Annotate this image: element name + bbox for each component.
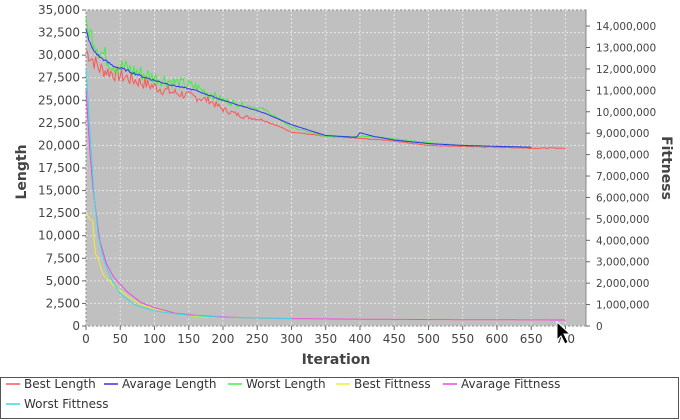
y2-tick-label: 12,000,000 — [596, 64, 656, 76]
legend-label: Avarage Length — [122, 377, 216, 391]
y-tick-label: 10,000 — [38, 229, 80, 243]
y-axis-title: Length — [14, 144, 30, 199]
x-tick-label: 550 — [451, 332, 474, 346]
x-tick-label: 250 — [246, 332, 269, 346]
y2-tick-label: 6,000,000 — [596, 192, 649, 204]
y-tick-label: 27,500 — [38, 71, 80, 85]
y-tick-label: 15,000 — [38, 184, 80, 198]
y2-tick-label: 13,000,000 — [596, 42, 656, 54]
y2-tick-label: 5,000,000 — [596, 214, 649, 226]
series-line-1 — [85, 29, 532, 148]
legend-label: Best Fittness — [354, 377, 431, 391]
x-tick-label: 350 — [314, 332, 337, 346]
y-tick-label: 2,500 — [46, 296, 80, 310]
legend-label: Avarage Fittness — [461, 377, 560, 391]
y-tick-label: 32,500 — [38, 26, 80, 40]
y2-tick-label: 8,000,000 — [596, 150, 649, 162]
x-axis-title: Iteration — [302, 352, 371, 368]
x-tick-label: 600 — [486, 332, 509, 346]
y2-tick-label: 2,000,000 — [596, 278, 649, 290]
y2-tick-label: 4,000,000 — [596, 235, 649, 247]
series-layer — [85, 17, 566, 321]
legend-label: Best Length — [24, 377, 96, 391]
y2-tick-label: 0 — [596, 321, 603, 333]
legend: Best Length Avarage Length Worst Length Bes… — [6, 377, 560, 411]
y2-axis-ticks: 0 1,000,000 2,000,000 3,000,000 4,000,000 5,0… — [586, 21, 656, 333]
y-tick-label: 20,000 — [38, 138, 80, 152]
y2-axis-title: Fittness — [658, 136, 674, 200]
x-tick-label: 0 — [82, 332, 90, 346]
x-tick-label: 200 — [212, 332, 235, 346]
legend-label: Worst Length — [246, 377, 326, 391]
x-tick-label: 50 — [113, 332, 128, 346]
x-tick-label: 150 — [177, 332, 200, 346]
y-tick-label: 5,000 — [46, 274, 80, 288]
y2-tick-label: 10,000,000 — [596, 107, 656, 119]
x-tick-label: 300 — [280, 332, 303, 346]
x-tick-label: 100 — [143, 332, 166, 346]
y-tick-label: 17,500 — [38, 161, 80, 175]
y-tick-label: 7,500 — [46, 251, 80, 265]
y-tick-label: 22,500 — [38, 116, 80, 130]
grid — [85, 9, 586, 327]
x-tick-label: 650 — [520, 332, 543, 346]
x-axis-ticks: 0 50 100 150 200 250 300 350 400 450 500 550 600 650 7… — [82, 326, 575, 346]
y2-tick-label: 1,000,000 — [596, 300, 649, 312]
legend-label: Worst Fittness — [24, 397, 108, 411]
y-tick-label: 12,500 — [38, 206, 80, 220]
y-axis-ticks: 0 2,500 5,000 7,500 10,000 12,500 15,000 17,500… — [38, 3, 86, 333]
y-tick-label: 35,000 — [38, 3, 80, 17]
series-line-4 — [85, 90, 566, 321]
series-line-5 — [85, 68, 292, 319]
y-tick-label: 0 — [72, 319, 80, 333]
mouse-cursor-icon — [556, 320, 572, 345]
y-tick-label: 30,000 — [38, 48, 80, 62]
y2-tick-label: 14,000,000 — [596, 21, 656, 33]
y-tick-label: 25,000 — [38, 93, 80, 107]
y2-tick-label: 9,000,000 — [596, 128, 649, 140]
y2-tick-label: 3,000,000 — [596, 257, 649, 269]
y2-tick-label: 11,000,000 — [596, 85, 656, 97]
y2-tick-label: 7,000,000 — [596, 171, 649, 183]
x-tick-label: 500 — [417, 332, 440, 346]
x-tick-label: 450 — [383, 332, 406, 346]
x-tick-label: 400 — [349, 332, 372, 346]
